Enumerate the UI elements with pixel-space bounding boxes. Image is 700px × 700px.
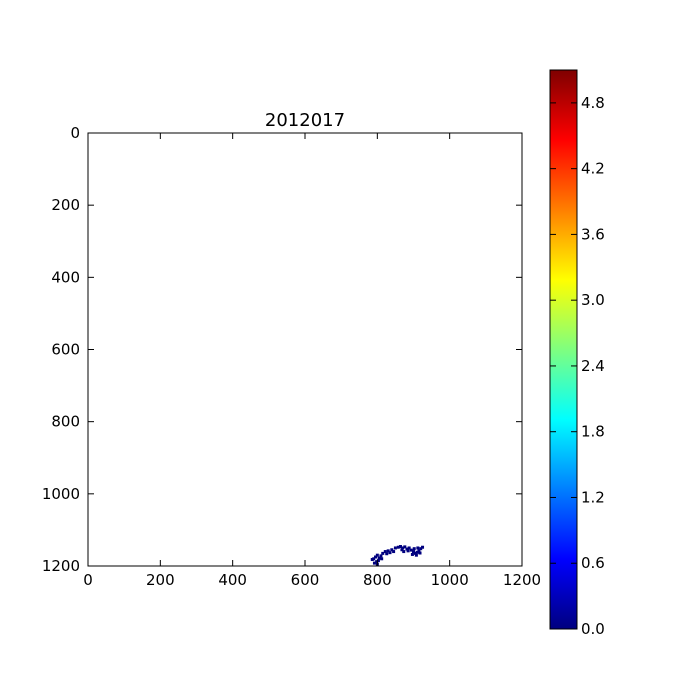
y-tick-label: 400 — [51, 268, 80, 286]
data-pixel — [412, 550, 415, 554]
chart-title: 2012017 — [265, 110, 345, 131]
y-axis: 0 200 400 600 800 1000 1200 — [42, 124, 522, 575]
y-tick-label: 1200 — [42, 557, 80, 575]
data-pixel — [410, 552, 414, 556]
data-pixel — [383, 550, 387, 554]
data-pixel — [375, 553, 379, 557]
data-pixel — [418, 551, 422, 555]
colorbar-tick-label: 0.0 — [581, 620, 605, 638]
x-tick-label: 1200 — [503, 571, 541, 589]
x-tick-label: 600 — [291, 571, 320, 589]
data-pixel — [388, 551, 392, 555]
colorbar-tick-label: 1.2 — [581, 488, 605, 506]
data-pixel — [396, 545, 400, 549]
x-tick-label: 400 — [218, 571, 247, 589]
data-pixel — [407, 546, 411, 550]
data-pixel — [405, 547, 409, 551]
x-tick-label: 0 — [83, 571, 93, 589]
data-pixel — [412, 547, 416, 551]
y-tick-label: 0 — [70, 124, 80, 142]
y-tick-label: 1000 — [42, 485, 80, 503]
data-pixel — [385, 552, 389, 556]
colorbar-tick-label: 1.8 — [581, 423, 605, 441]
data-pixel — [414, 553, 418, 557]
data-pixel — [402, 550, 406, 554]
data-pixel — [386, 549, 390, 553]
y-tick-label: 800 — [51, 413, 80, 431]
data-pixel — [415, 550, 419, 554]
data-pixel — [413, 551, 417, 555]
data-pixel — [406, 549, 410, 553]
colorbar: 0.0 0.6 1.2 1.8 2.4 3.0 3.6 4.2 4.8 — [549, 69, 605, 638]
data-pixel — [379, 554, 383, 558]
plot-area — [87, 132, 523, 567]
colorbar-frame — [549, 69, 578, 630]
data-pixel — [417, 549, 421, 553]
colorbar-tick-label: 2.4 — [581, 357, 605, 375]
data-pixel — [409, 548, 413, 552]
colorbar-tick-label: 4.2 — [581, 160, 605, 178]
y-tick-label: 600 — [51, 341, 80, 359]
colorbar-tick-label: 4.8 — [581, 94, 605, 112]
x-axis: 0 200 400 600 800 1000 1200 — [83, 133, 541, 589]
data-pixel — [375, 560, 379, 564]
data-pixel — [398, 545, 402, 549]
data-pixel — [381, 551, 385, 555]
colorbar-gradient — [550, 70, 577, 629]
data-pixel — [376, 559, 380, 563]
data-pixel — [401, 546, 405, 550]
data-pixel — [421, 545, 425, 549]
data-pixel — [374, 555, 378, 559]
data-pixel — [390, 548, 394, 552]
data-pixel — [380, 557, 384, 561]
data-pixel — [419, 547, 423, 551]
colorbar-ticks: 0.0 0.6 1.2 1.8 2.4 3.0 3.6 4.2 4.8 — [550, 94, 605, 638]
data-pixel — [370, 558, 374, 562]
plot-background — [88, 133, 522, 566]
data-pixel — [403, 545, 407, 549]
x-tick-label: 200 — [146, 571, 175, 589]
colorbar-tick-label: 3.0 — [581, 291, 605, 309]
data-pixel — [377, 556, 381, 560]
x-tick-label: 800 — [363, 571, 392, 589]
data-pixel — [416, 546, 420, 550]
colorbar-tick-label: 3.6 — [581, 225, 605, 243]
colorbar-tick-label: 0.6 — [581, 554, 605, 572]
data-pixel — [392, 550, 396, 554]
data-pixel — [372, 561, 376, 565]
data-pixel — [400, 548, 404, 552]
y-tick-label: 200 — [51, 196, 80, 214]
data-pixel — [393, 546, 397, 550]
x-tick-label: 1000 — [431, 571, 469, 589]
